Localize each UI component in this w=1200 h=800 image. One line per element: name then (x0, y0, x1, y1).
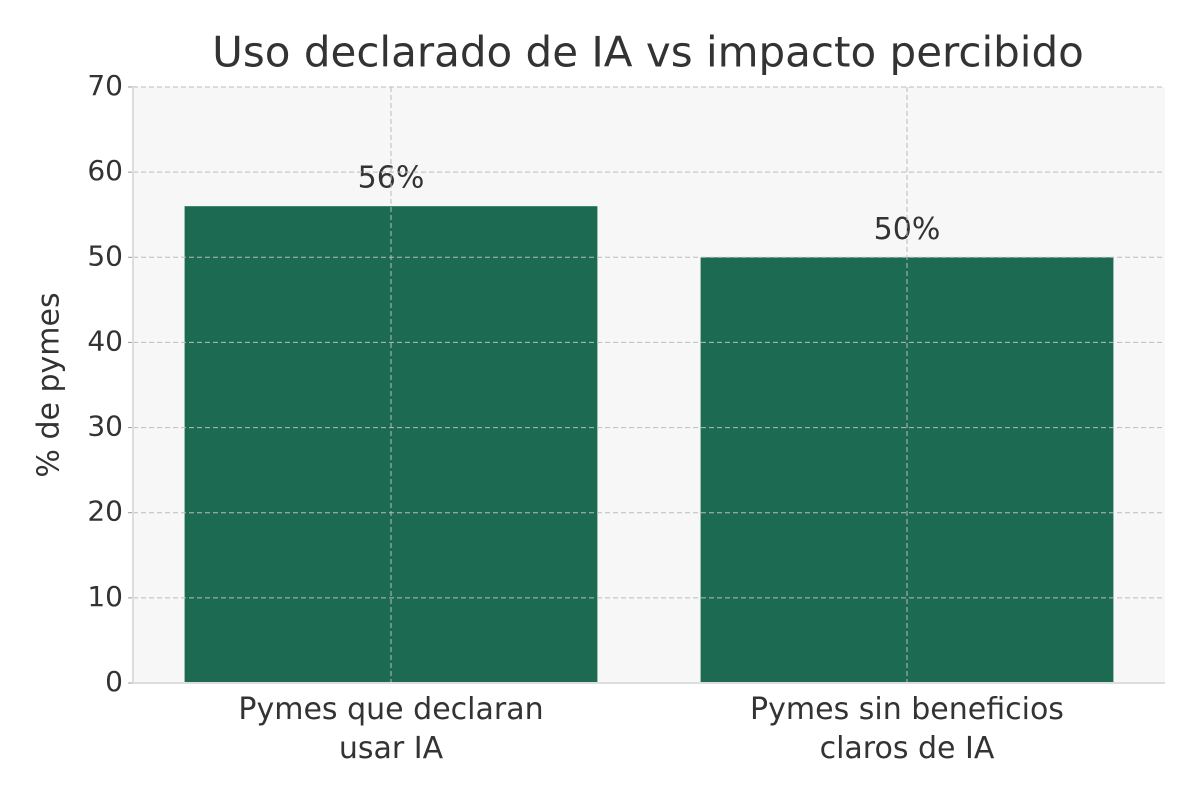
x-tick-label: Pymes que declaran usar IA (238, 692, 544, 766)
y-tick-label: 50 (87, 239, 123, 272)
y-tick-label: 10 (87, 580, 123, 613)
y-tick-label: 0 (105, 665, 123, 698)
y-tick-label: 40 (87, 324, 123, 357)
y-axis-label: % de pymes (32, 292, 67, 477)
y-tick-label: 70 (87, 69, 123, 102)
y-tick-label: 30 (87, 410, 123, 443)
chart-title: Uso declarado de IA vs impacto percibido (212, 28, 1084, 77)
y-tick-label: 20 (87, 495, 123, 528)
y-tick-label: 60 (87, 154, 123, 187)
x-tick-label: Pymes sin beneficios claros de IA (750, 692, 1064, 766)
